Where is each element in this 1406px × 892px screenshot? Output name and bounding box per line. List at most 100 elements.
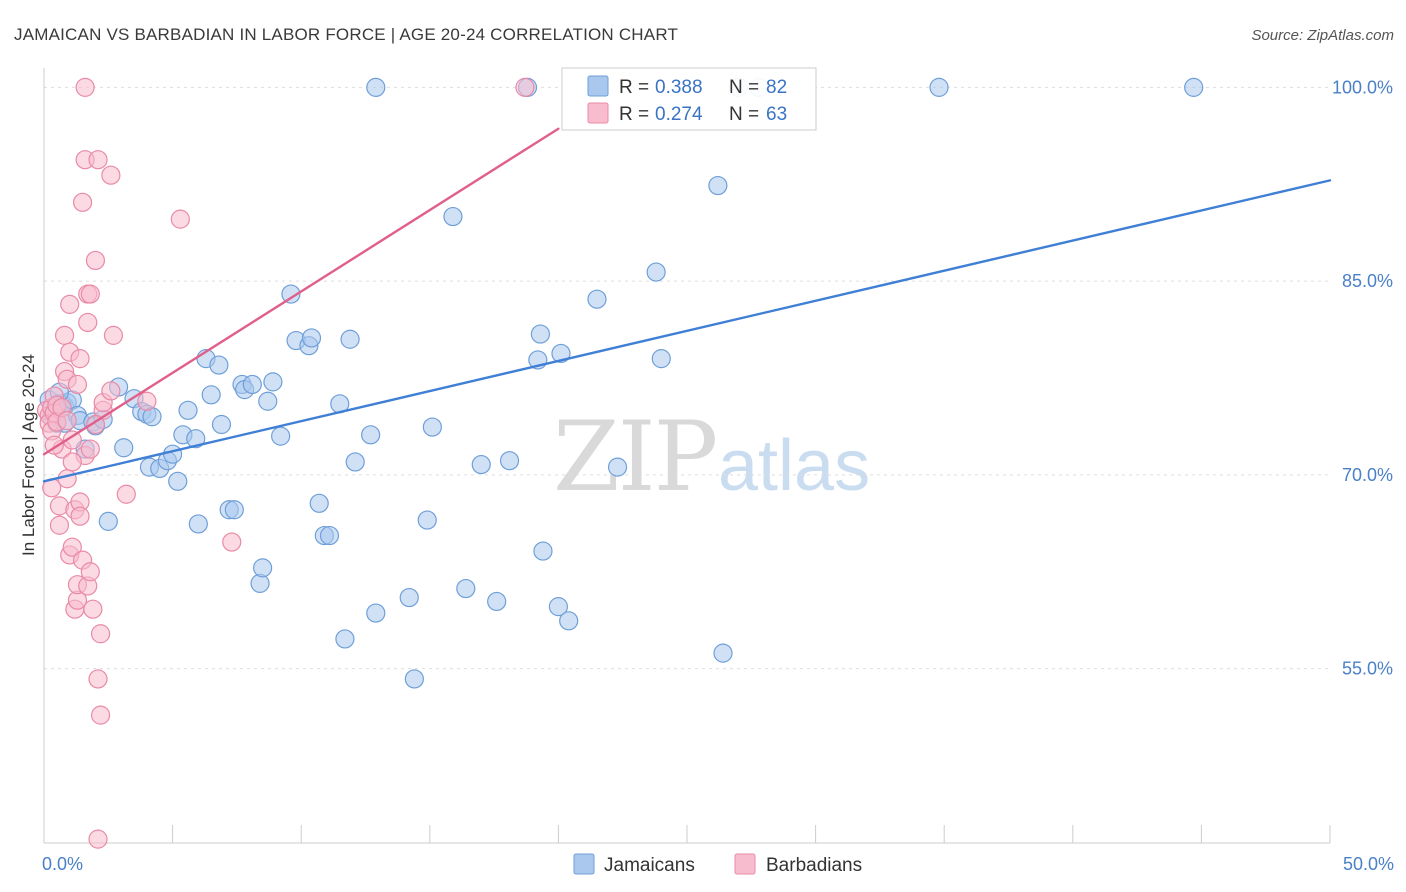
jamaican-point-71 bbox=[533, 541, 553, 561]
jamaican-point-42 bbox=[258, 391, 278, 411]
legend-n-value-jamaicans: 82 bbox=[766, 77, 787, 98]
barbadian-point-49 bbox=[103, 325, 124, 345]
barbadian-point-42 bbox=[88, 150, 108, 170]
y-axis-label: In Labor Force | Age 20-24 bbox=[19, 354, 38, 556]
legend-r-value-barbadians: 0.274 bbox=[655, 104, 703, 125]
y-tick-label-2: 70.0% bbox=[1342, 465, 1393, 485]
bottom-legend-label-jamaicans: Jamaicans bbox=[604, 855, 695, 876]
y-tick-label-0: 100.0% bbox=[1332, 77, 1393, 97]
series-legend: Jamaicans Barbadians bbox=[573, 853, 862, 876]
x-tick-label-0: 0.0% bbox=[42, 854, 83, 874]
jamaican-point-65 bbox=[471, 454, 491, 475]
barbadian-point-20 bbox=[62, 430, 82, 450]
jamaican-point-76 bbox=[607, 457, 628, 477]
barbadian-point-34 bbox=[78, 312, 98, 333]
legend-n-value-barbadians: 63 bbox=[766, 104, 787, 125]
legend-r-label-barbadians: R = bbox=[619, 104, 649, 125]
legend-r-label-jamaicans: R = bbox=[619, 77, 649, 98]
jamaican-point-55 bbox=[345, 452, 365, 472]
barbadian-point-50 bbox=[116, 484, 136, 504]
barbadian-point-47 bbox=[101, 165, 121, 185]
jamaican-point-32 bbox=[201, 385, 221, 405]
jamaican-point-41 bbox=[253, 558, 273, 578]
chart-source: Source: ZipAtlas.com bbox=[1251, 27, 1394, 44]
barbadian-point-53 bbox=[222, 532, 242, 552]
legend-swatch-jamaicans bbox=[587, 75, 609, 97]
barbadian-point-17 bbox=[60, 294, 80, 314]
jamaican-point-74 bbox=[559, 611, 579, 631]
x-axis-ticks: 0.0% 50.0% bbox=[42, 825, 1394, 874]
jamaican-point-53 bbox=[335, 629, 355, 649]
jamaican-point-56 bbox=[361, 425, 381, 445]
jamaican-point-75 bbox=[587, 289, 607, 309]
jamaican-point-61 bbox=[417, 510, 437, 530]
jamaican-point-30 bbox=[188, 514, 208, 534]
barbadian-point-37 bbox=[80, 284, 100, 304]
jamaican-point-49 bbox=[309, 493, 329, 513]
jamaican-point-43 bbox=[263, 372, 283, 392]
x-tick-label-1: 50.0% bbox=[1343, 854, 1394, 874]
series-jamaicans-points bbox=[39, 77, 1204, 689]
barbadian-point-41 bbox=[88, 669, 108, 689]
legend-n-label-barbadians: N = bbox=[729, 104, 759, 125]
jamaican-point-73 bbox=[551, 343, 571, 364]
bottom-legend-swatch-barbadians bbox=[734, 853, 756, 875]
bottom-legend-swatch-jamaicans bbox=[573, 853, 595, 875]
jamaican-point-29 bbox=[186, 429, 206, 449]
barbadian-point-52 bbox=[170, 209, 190, 229]
barbadian-point-54 bbox=[515, 77, 535, 97]
barbadian-point-29 bbox=[72, 192, 93, 212]
jamaican-point-70 bbox=[530, 324, 550, 344]
jamaican-point-33 bbox=[209, 355, 229, 375]
jamaican-point-67 bbox=[499, 451, 520, 471]
jamaican-point-44 bbox=[271, 426, 291, 446]
y-tick-label-1: 85.0% bbox=[1342, 271, 1393, 291]
barbadian-point-43 bbox=[90, 705, 111, 725]
barbadian-point-48 bbox=[101, 381, 121, 401]
legend-n-label-jamaicans: N = bbox=[729, 77, 759, 98]
jamaican-point-39 bbox=[242, 374, 262, 395]
y-tick-label-3: 55.0% bbox=[1342, 659, 1393, 679]
barbadian-point-51 bbox=[137, 391, 157, 411]
barbadian-point-57 bbox=[57, 411, 77, 431]
jamaican-point-17 bbox=[114, 438, 134, 458]
jamaican-point-77 bbox=[646, 262, 666, 282]
grid-lines bbox=[44, 86, 1330, 670]
jamaican-point-36 bbox=[224, 500, 244, 520]
jamaican-point-78 bbox=[651, 349, 671, 369]
barbadian-point-40 bbox=[85, 250, 106, 271]
jamaican-point-34 bbox=[211, 414, 232, 435]
jamaican-point-57 bbox=[366, 77, 386, 97]
barbadian-point-55 bbox=[88, 829, 108, 849]
barbadian-point-59 bbox=[70, 506, 90, 526]
bottom-legend-label-barbadians: Barbadians bbox=[766, 855, 862, 876]
jamaican-point-51 bbox=[319, 525, 340, 546]
jamaican-point-63 bbox=[443, 206, 463, 227]
barbadian-point-13 bbox=[54, 325, 75, 345]
trend-lines bbox=[42, 127, 1332, 483]
watermark: ZIP atlas bbox=[553, 401, 870, 513]
barbadian-point-9 bbox=[49, 515, 70, 535]
barbadian-point-25 bbox=[67, 374, 88, 395]
barbadian-point-38 bbox=[80, 439, 100, 459]
jamaican-point-79 bbox=[708, 175, 728, 196]
jamaican-point-80 bbox=[713, 643, 733, 663]
jamaican-point-64 bbox=[456, 578, 476, 599]
barbadians-trend-line bbox=[42, 127, 560, 456]
jamaican-point-45 bbox=[281, 284, 301, 304]
barbadian-point-62 bbox=[80, 562, 100, 582]
barbadian-point-44 bbox=[90, 624, 111, 644]
stats-legend: R = 0.388 N = 82 R = 0.274 N = 63 bbox=[561, 67, 817, 131]
barbadian-point-27 bbox=[70, 349, 90, 369]
jamaican-point-15 bbox=[98, 511, 118, 531]
jamaicans-trend-line bbox=[42, 179, 1332, 483]
jamaican-point-25 bbox=[163, 444, 183, 464]
jamaican-point-28 bbox=[178, 400, 198, 420]
series-barbadians-points bbox=[36, 77, 535, 849]
jamaican-point-60 bbox=[404, 669, 424, 689]
jamaican-point-59 bbox=[399, 587, 419, 608]
jamaican-point-84 bbox=[1184, 77, 1204, 97]
barbadian-point-33 bbox=[75, 77, 95, 97]
jamaican-point-48 bbox=[301, 328, 322, 348]
